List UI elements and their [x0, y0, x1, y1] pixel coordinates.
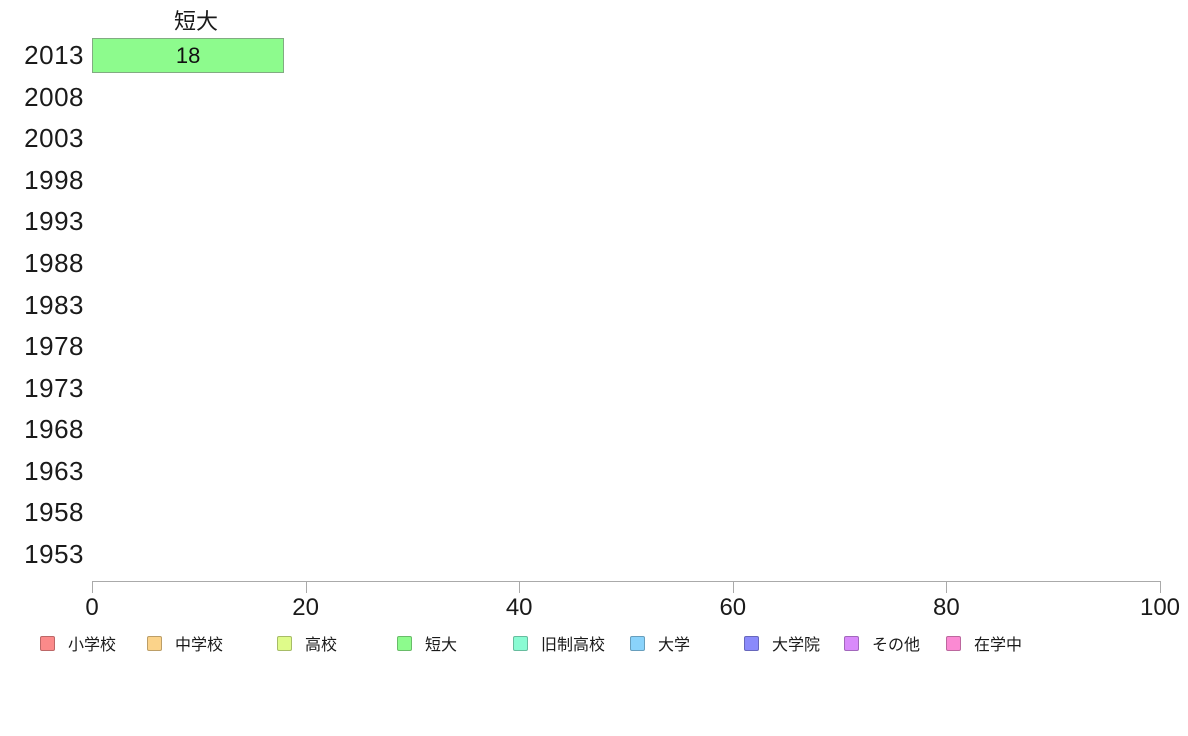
legend-label: 大学院 [772, 637, 821, 654]
x-axis-tick-label-40: 40 [505, 594, 533, 621]
legend-label: 小学校 [68, 637, 117, 654]
legend-item-1[interactable]: 小学校 [40, 633, 117, 654]
legend-label: 高校 [305, 637, 338, 654]
legend-swatch [147, 635, 162, 651]
y-axis-label-2008: 2008 [24, 81, 84, 112]
x-axis-tick-80 [946, 581, 948, 593]
legend-swatch [277, 635, 292, 651]
legend-item-8[interactable]: その他 [844, 633, 921, 654]
legend-label: 大学 [658, 637, 691, 654]
legend-swatch [513, 635, 528, 651]
y-axis-label-1993: 1993 [24, 206, 84, 237]
legend-item-7[interactable]: 大学院 [744, 633, 821, 654]
y-axis-label-1998: 1998 [24, 164, 84, 195]
x-axis-tick-40 [519, 581, 521, 593]
x-axis-tick-label-60: 60 [719, 594, 747, 621]
legend-label: 中学校 [175, 637, 224, 654]
legend-label: 短大 [425, 637, 458, 654]
x-axis-tick-label-0: 0 [85, 594, 99, 621]
x-axis-tick-60 [732, 581, 734, 593]
y-axis-label-1958: 1958 [24, 497, 84, 528]
y-axis-label-1983: 1983 [24, 289, 84, 320]
x-axis-tick-20 [305, 581, 307, 593]
x-axis-tick-0 [92, 581, 93, 593]
legend-label: その他 [872, 637, 921, 654]
legend-swatch [630, 635, 645, 651]
y-axis-label-1988: 1988 [24, 248, 84, 279]
legend-item-3[interactable]: 高校 [277, 633, 338, 654]
legend-label: 旧制高校 [541, 637, 606, 654]
x-axis-line [92, 581, 1161, 582]
bar-value-label: 18 [175, 42, 201, 68]
legend-item-4[interactable]: 短大 [397, 633, 458, 654]
legend-swatch [844, 635, 859, 651]
plot-area: 18 [92, 35, 1160, 581]
y-axis-label-2003: 2003 [24, 123, 84, 154]
y-axis-label-1963: 1963 [24, 455, 84, 486]
y-axis-label-1973: 1973 [24, 372, 84, 403]
legend-item-6[interactable]: 大学 [630, 633, 691, 654]
x-axis-tick-label-100: 100 [1139, 594, 1181, 621]
y-axis-label-1978: 1978 [24, 331, 84, 362]
legend-swatch [397, 635, 412, 651]
y-axis-label-2013: 2013 [24, 40, 84, 71]
x-axis-tick-label-20: 20 [292, 594, 319, 621]
legend-swatch [744, 635, 759, 651]
legend-swatch [946, 635, 961, 651]
bar-2013-tandai[interactable]: 18 [92, 38, 285, 73]
legend-swatch [40, 635, 55, 651]
chart-title: 短大 [173, 9, 218, 34]
legend-item-9[interactable]: 在学中 [946, 633, 1023, 654]
legend-item-5[interactable]: 旧制高校 [513, 633, 606, 654]
legend-label: 在学中 [974, 637, 1023, 654]
y-axis-label-1953: 1953 [24, 538, 84, 569]
y-axis-label-1968: 1968 [24, 414, 84, 445]
legend-item-2[interactable]: 中学校 [147, 633, 224, 654]
x-axis-tick-100 [1160, 581, 1161, 593]
x-axis-tick-label-80: 80 [933, 594, 960, 621]
